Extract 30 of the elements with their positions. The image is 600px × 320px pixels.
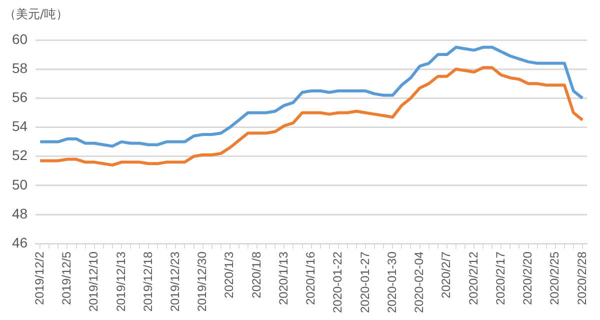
x-tick-label: 2020/2/20 [520, 251, 535, 306]
y-tick-label: 52 [12, 147, 28, 164]
y-tick-label: 54 [12, 118, 28, 134]
x-tick-label: 2020/2/12 [466, 251, 480, 306]
x-tick-label: 2019/12/23 [168, 251, 182, 312]
x-tick-label: 2019/12/5 [60, 251, 74, 306]
y-tick-label: 60 [12, 30, 28, 47]
y-axis-title: （美元/吨） [4, 6, 68, 23]
y-tick-label: 56 [12, 89, 28, 106]
x-tick-label: 2020/2/28 [574, 251, 589, 306]
x-tick-label: 2019/12/13 [114, 251, 128, 312]
x-tick-label: 2019/12/2 [32, 251, 46, 306]
x-tick-label: 2020/1/3 [222, 251, 236, 298]
x-tick-label: 2020-02-04 [412, 251, 426, 314]
x-tick-label: 2020/1/16 [304, 251, 318, 306]
x-tick-label: 2019/12/18 [140, 251, 155, 312]
x-tick-label: 2020-01-27 [358, 251, 372, 314]
x-tick-label: 2020-01-30 [384, 251, 399, 314]
x-tick-label: 2019/12/10 [86, 251, 101, 312]
x-tick-label: 2020/2/7 [439, 251, 454, 298]
y-tick-label: 50 [12, 176, 28, 192]
y-tick-label: 58 [12, 60, 28, 76]
x-tick-label: 2020/1/8 [249, 251, 264, 298]
y-tick-label: 48 [12, 205, 28, 222]
y-tick-label: 46 [12, 234, 28, 250]
x-tick-label: 2019/12/30 [195, 251, 210, 312]
x-tick-label: 2020-01-22 [330, 251, 345, 314]
x-tick-label: 2020/1/13 [276, 251, 290, 306]
x-tick-label: 2020/2/17 [493, 251, 508, 306]
x-tick-label: 2020/2/25 [548, 251, 562, 306]
